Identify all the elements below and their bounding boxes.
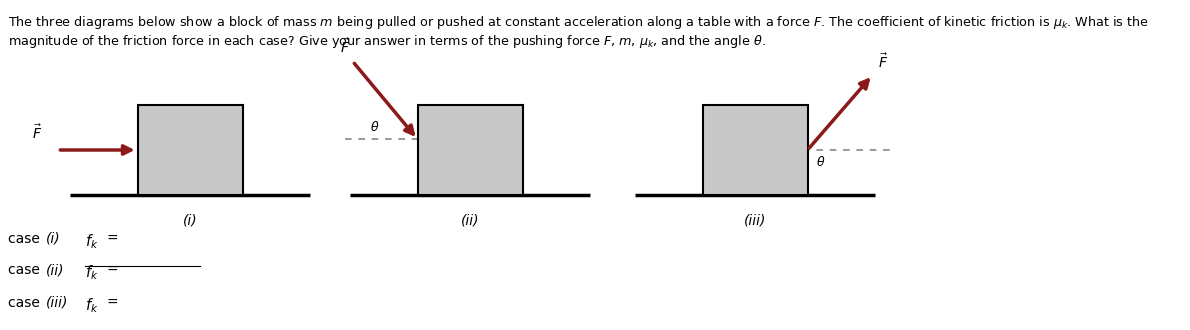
Text: $f_k$: $f_k$ xyxy=(84,296,99,315)
Text: case: case xyxy=(8,263,44,277)
Text: $\vec{F}$: $\vec{F}$ xyxy=(340,38,351,56)
Text: (iii): (iii) xyxy=(46,296,68,310)
Text: $\theta$: $\theta$ xyxy=(370,120,380,134)
Text: (i): (i) xyxy=(183,213,198,227)
Text: $\vec{F}$: $\vec{F}$ xyxy=(877,52,888,71)
Bar xyxy=(418,105,522,195)
Text: $\vec{F}$: $\vec{F}$ xyxy=(32,123,43,142)
Text: $\theta$: $\theta$ xyxy=(815,155,825,169)
Text: =: = xyxy=(107,263,119,277)
Text: $f_k$: $f_k$ xyxy=(84,263,99,282)
Text: (i): (i) xyxy=(46,232,61,246)
Bar xyxy=(138,105,243,195)
Text: case: case xyxy=(8,232,44,246)
Text: =: = xyxy=(107,296,119,310)
Text: (ii): (ii) xyxy=(46,263,64,277)
Text: The three diagrams below show a block of mass $m$ being pulled or pushed at cons: The three diagrams below show a block of… xyxy=(8,14,1148,31)
Text: magnitude of the friction force in each case? Give your answer in terms of the p: magnitude of the friction force in each … xyxy=(8,33,766,50)
Text: case: case xyxy=(8,296,44,310)
Text: (iii): (iii) xyxy=(744,213,766,227)
Text: $f_k$: $f_k$ xyxy=(84,232,99,251)
Text: =: = xyxy=(107,232,119,246)
Bar xyxy=(702,105,808,195)
Text: (ii): (ii) xyxy=(461,213,480,227)
